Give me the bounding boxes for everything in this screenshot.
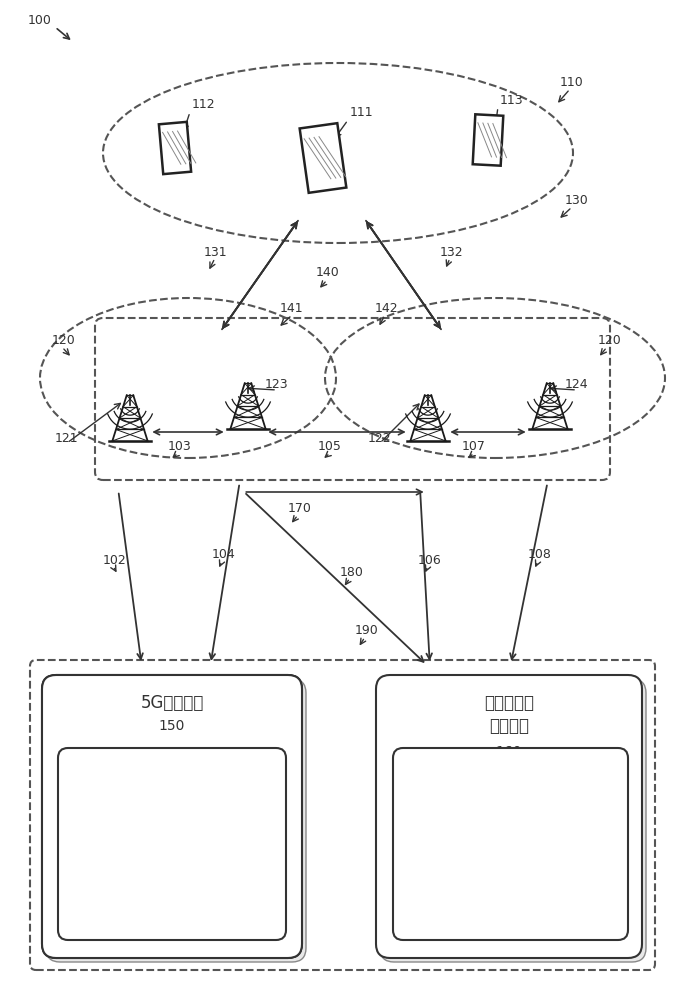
Text: 100: 100 (28, 13, 52, 26)
Text: 170: 170 (288, 502, 312, 514)
Text: 152: 152 (159, 905, 185, 919)
Text: 131: 131 (204, 245, 228, 258)
Text: 160: 160 (496, 745, 522, 759)
Text: 121: 121 (55, 432, 79, 444)
FancyBboxPatch shape (42, 675, 302, 958)
FancyBboxPatch shape (46, 679, 306, 962)
Text: 120: 120 (598, 334, 622, 347)
Text: 103: 103 (168, 440, 192, 454)
Text: 管理功能（AMF）: 管理功能（AMF） (128, 818, 215, 832)
Text: 150: 150 (159, 719, 185, 733)
Text: 120: 120 (52, 334, 75, 347)
Text: 111: 111 (350, 106, 374, 119)
Text: 接入和移动性: 接入和移动性 (145, 788, 200, 802)
Text: 105: 105 (318, 440, 342, 454)
Text: 110: 110 (560, 76, 584, 89)
Bar (473, 114, 504, 166)
Text: 190: 190 (355, 624, 379, 637)
Text: 107: 107 (462, 440, 486, 454)
Text: 122: 122 (368, 432, 392, 444)
FancyBboxPatch shape (58, 748, 286, 940)
Text: 管理实体（MME）: 管理实体（MME） (465, 832, 556, 848)
FancyBboxPatch shape (42, 675, 302, 958)
FancyBboxPatch shape (376, 675, 642, 958)
Text: 102: 102 (103, 554, 127, 566)
Text: 130: 130 (565, 194, 589, 207)
Text: 132: 132 (440, 245, 464, 258)
Text: 演进型分组: 演进型分组 (484, 694, 534, 712)
Text: 5G核心网络: 5G核心网络 (141, 694, 204, 712)
Text: 核心网络: 核心网络 (489, 717, 529, 735)
Bar (300, 123, 346, 193)
Text: 移动性和: 移动性和 (493, 802, 529, 818)
Text: 142: 142 (375, 302, 399, 314)
Text: 140: 140 (316, 266, 340, 279)
Text: 113: 113 (500, 94, 523, 106)
Text: 112: 112 (192, 99, 215, 111)
Text: 123: 123 (265, 378, 289, 391)
Text: 124: 124 (565, 378, 589, 391)
Text: 141: 141 (280, 302, 304, 314)
Text: 106: 106 (418, 554, 442, 566)
FancyBboxPatch shape (380, 679, 646, 962)
Text: 162: 162 (497, 905, 523, 919)
FancyBboxPatch shape (393, 748, 628, 940)
Text: 180: 180 (340, 566, 364, 578)
Text: 104: 104 (212, 548, 236, 562)
Bar (159, 122, 191, 174)
Text: 108: 108 (528, 548, 552, 562)
